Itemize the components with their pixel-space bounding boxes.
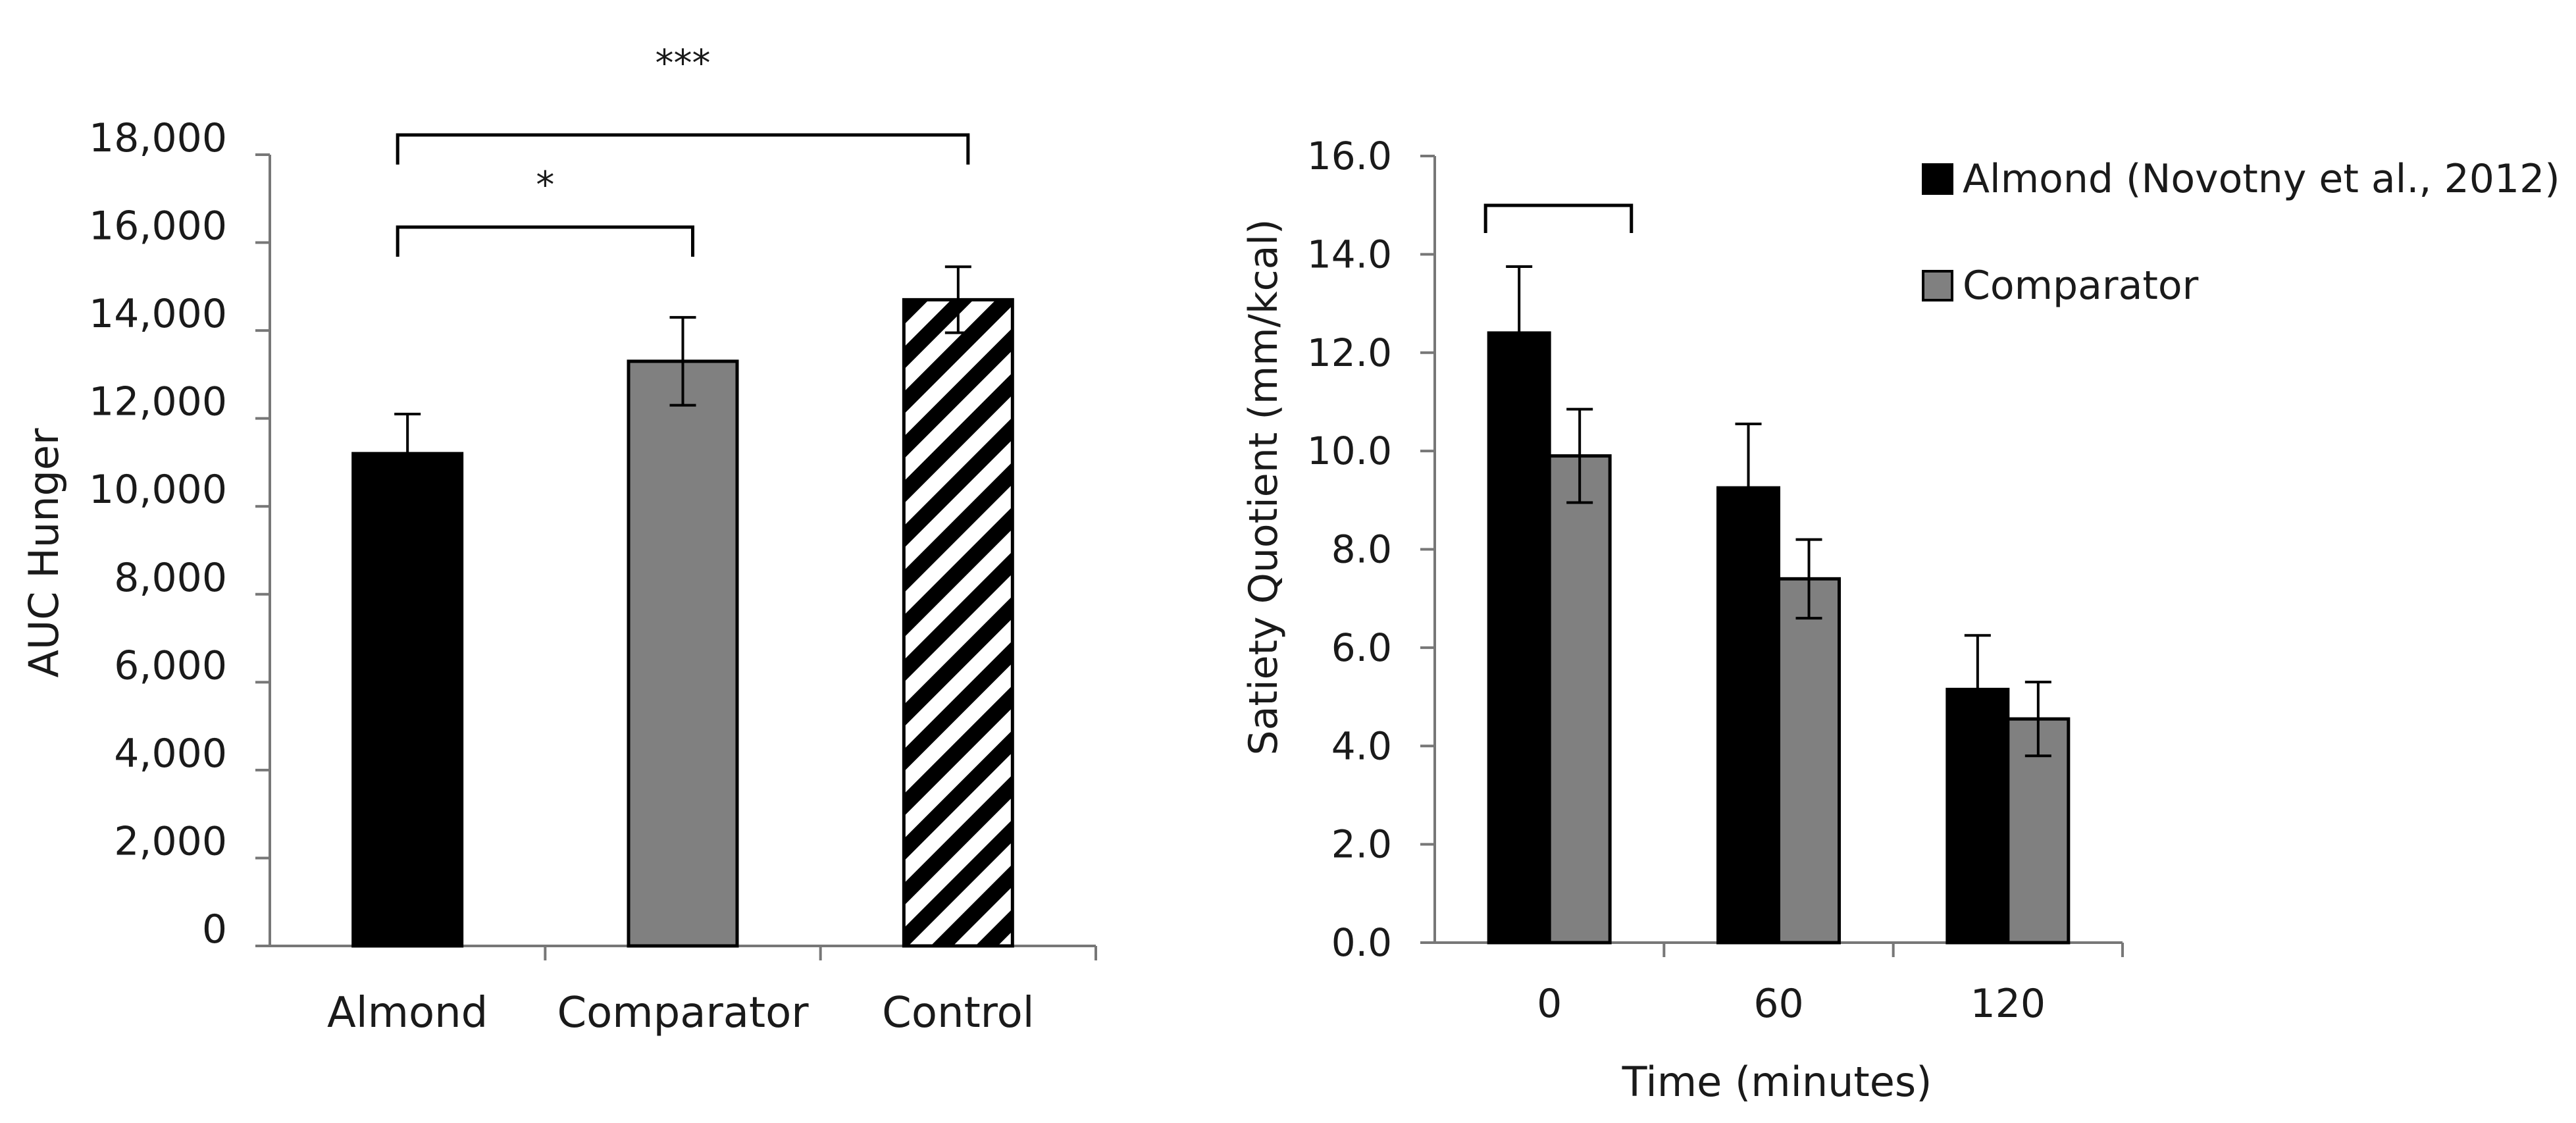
- right-y-axis-label: Satiety Quotient (mm/kcal): [1241, 219, 1287, 756]
- bar-comparator: [627, 359, 739, 948]
- significance-bracket-almond-control: ***: [396, 42, 970, 165]
- legend-item-comparator: Comparator: [1922, 263, 2199, 309]
- error-bar-almond: [394, 412, 421, 495]
- left-category-label: Comparator: [557, 989, 809, 1037]
- legend-label: Comparator: [1963, 263, 2199, 309]
- bar-almond-novotny-et-al-2012-0: [1487, 331, 1551, 945]
- error-bar-comparator-60: [1795, 538, 1822, 620]
- right-category-labels: 0 60 120: [1537, 981, 2046, 1027]
- left-y-tick-label: 6,000: [114, 642, 227, 689]
- right-y-tick-label: 6.0: [1331, 625, 1392, 670]
- right-bars: [1487, 331, 2071, 945]
- significance-label: *: [536, 164, 554, 207]
- bar-comparator-0: [1547, 454, 1612, 945]
- right-x-axis-label: Time (minutes): [1622, 1058, 1932, 1106]
- left-y-tick-label: 2,000: [114, 818, 227, 864]
- left-y-axis-label: AUC Hunger: [20, 428, 68, 678]
- left-y-tick-label: 18,000: [89, 115, 227, 161]
- right-y-tick-label: 4.0: [1331, 723, 1392, 768]
- right-y-tick-label: 12.0: [1307, 330, 1392, 375]
- left-y-tick-label: 4,000: [114, 731, 227, 777]
- right-y-tick-label: 14.0: [1307, 232, 1392, 276]
- left-bars: [351, 298, 1014, 948]
- error-bar-comparator: [669, 316, 696, 407]
- legend-swatch: [1922, 163, 1953, 195]
- right-y-tick-label: 16.0: [1307, 134, 1392, 178]
- left-category-label: Almond: [327, 989, 488, 1037]
- left-category-label: Control: [882, 989, 1034, 1037]
- significance-bracket-0: [1483, 203, 1634, 233]
- right-y-tick-label: 0.0: [1331, 920, 1392, 965]
- error-bar-comparator-120: [2024, 681, 2051, 758]
- left-y-tick-label: 0: [202, 906, 227, 953]
- error-bar-almond-novotny-et-al-2012-60: [1735, 423, 1762, 554]
- bar-almond: [351, 452, 464, 948]
- significance-label: ***: [656, 42, 711, 85]
- left-y-tick-label: 12,000: [89, 379, 227, 425]
- error-bar-almond-novotny-et-al-2012-120: [1964, 634, 1991, 745]
- bar-control: [902, 298, 1014, 948]
- right-category-label: 120: [1971, 981, 2046, 1027]
- legend-swatch: [1922, 270, 1953, 301]
- left-y-ticks: 0 2,000 4,000 6,000 8,000 10,000 12,000 14,000 1…: [89, 115, 270, 953]
- legend-label: Almond (Novotny et al., 2012): [1963, 156, 2560, 202]
- bar-comparator-60: [1777, 577, 1841, 945]
- left-y-tick-label: 16,000: [89, 203, 227, 249]
- bar-almond-novotny-et-al-2012-60: [1716, 486, 1780, 945]
- hunger-auc-chart: 0 2,000 4,000 6,000 8,000 10,000 12,000 14,000 1…: [20, 42, 1097, 1037]
- right-error-bars: [1506, 265, 2051, 758]
- error-bar-almond-novotny-et-al-2012-0: [1506, 265, 1533, 401]
- right-y-tick-label: 10.0: [1307, 429, 1392, 473]
- error-bar-comparator-0: [1566, 407, 1593, 504]
- right-y-tick-label: 8.0: [1331, 527, 1392, 572]
- left-y-tick-label: 14,000: [89, 291, 227, 337]
- left-y-tick-label: 8,000: [114, 555, 227, 601]
- error-bar-control: [944, 265, 971, 334]
- right-y-ticks: 0.0 2.0 4.0 6.0 8.0 10.0 12.0 14.0 16.0: [1307, 134, 1435, 965]
- left-category-labels: Almond Comparator Control: [327, 989, 1034, 1037]
- left-y-tick-label: 10,000: [89, 467, 227, 513]
- right-category-label: 60: [1753, 981, 1803, 1027]
- left-error-bars: [394, 265, 971, 495]
- significance-bracket-almond-comparator: *: [396, 164, 694, 257]
- right-significance-brackets: [1483, 203, 1634, 233]
- left-significance-brackets: ****: [396, 42, 970, 257]
- right-y-tick-label: 2.0: [1331, 822, 1392, 867]
- legend-item-almond-novotny-et-al-2012: Almond (Novotny et al., 2012): [1922, 156, 2560, 202]
- legend: Almond (Novotny et al., 2012) Comparator: [1922, 156, 2560, 309]
- right-category-label: 0: [1537, 981, 1562, 1027]
- satiety-quotient-chart: 0.0 2.0 4.0 6.0 8.0 10.0 12.0 14.0 16.0 0 60 120 S…: [1241, 134, 2560, 1106]
